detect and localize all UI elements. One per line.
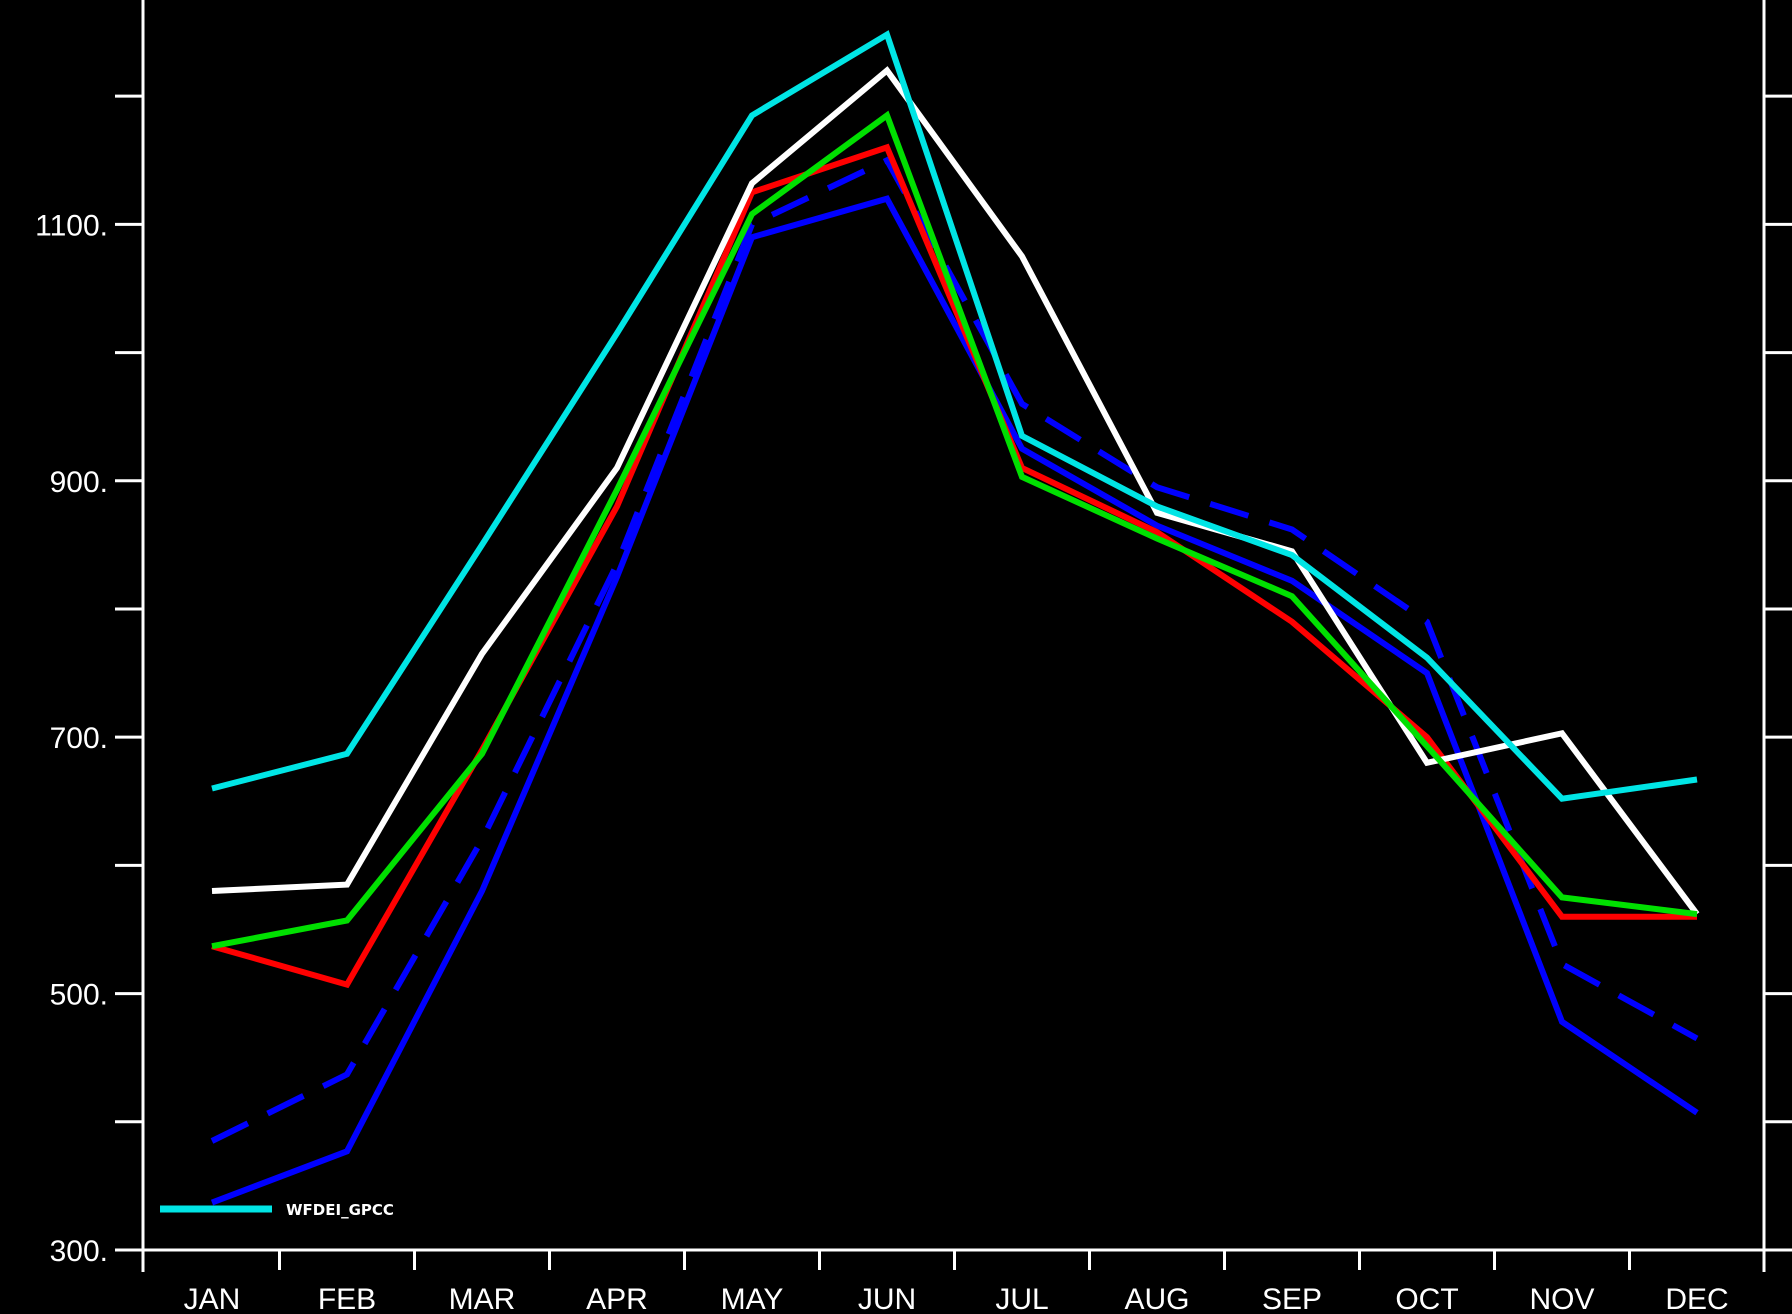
x-tick-label: JUL: [995, 1283, 1048, 1314]
series-layer: [210, 30, 1700, 1206]
y-tick-label: 500.: [50, 979, 108, 1012]
x-tick-label: AUG: [1124, 1283, 1189, 1314]
legend-label: WFDEI_GPCC: [286, 1201, 394, 1219]
series-line-5: [211, 110, 1698, 950]
x-tick-label: FEB: [318, 1283, 376, 1314]
series-line-6: [211, 30, 1698, 802]
x-tick-label: MAY: [721, 1283, 784, 1314]
x-tick-label: APR: [586, 1283, 648, 1314]
x-tick-label: JUN: [858, 1283, 916, 1314]
series-line-1: [210, 195, 1699, 1206]
y-tick-label: 900.: [50, 466, 108, 499]
x-tick-label: NOV: [1529, 1283, 1594, 1314]
x-tick-label: DEC: [1665, 1283, 1728, 1314]
y-tick-label: 700.: [50, 722, 108, 755]
x-tick-label: MAR: [449, 1283, 516, 1314]
legend-layer: WFDEI_GPCC: [160, 1201, 394, 1219]
series-line-3: [211, 143, 1697, 989]
x-tick-label: JAN: [184, 1283, 241, 1314]
y-tick-label: 1100.: [35, 209, 108, 242]
y-tick-label: 300.: [50, 1235, 108, 1268]
series-line-4: [211, 66, 1700, 916]
x-tick-label: SEP: [1262, 1283, 1322, 1314]
axes-layer: 300. 500. 700. 900. 1100. JAN FEB MAR APR MAY JUN J…: [35, 0, 1792, 1314]
x-tick-label: OCT: [1395, 1283, 1458, 1314]
